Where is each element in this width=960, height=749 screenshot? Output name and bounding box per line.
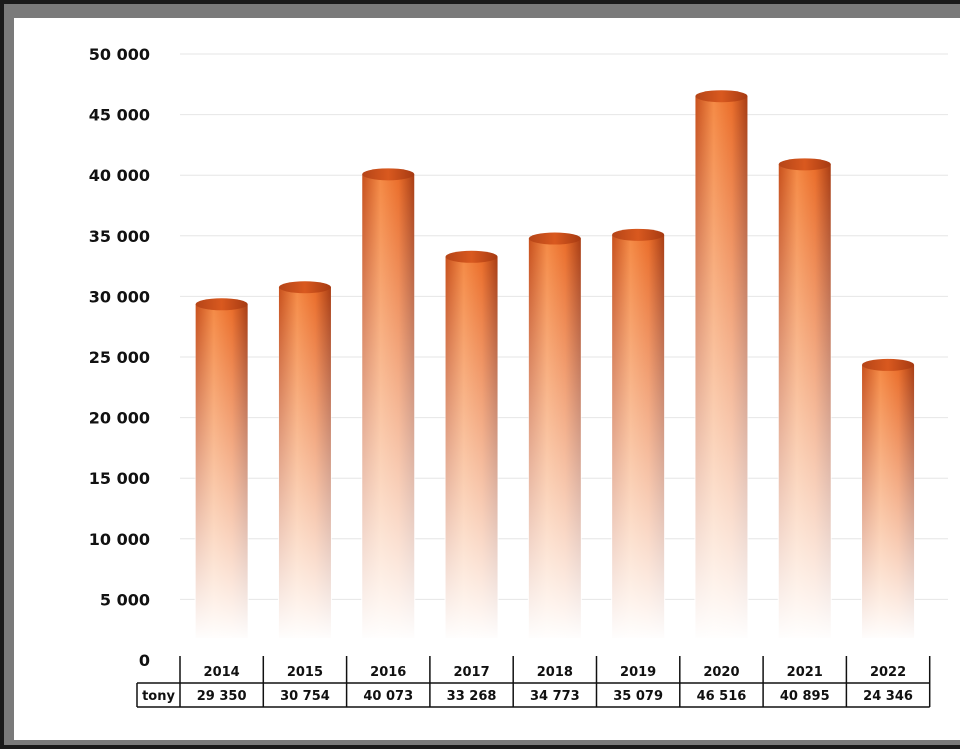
bar [611, 228, 666, 642]
table-row-label: tony [142, 689, 175, 704]
x-tick-label: 2020 [703, 665, 739, 680]
bar [777, 158, 832, 642]
y-tick-label: 40 000 [89, 166, 150, 185]
data-label: 30 754 [280, 689, 330, 704]
data-label: 24 346 [863, 689, 913, 704]
data-label: 40 073 [363, 689, 413, 704]
y-tick-label: 15 000 [89, 469, 150, 488]
data-label: 29 350 [197, 689, 247, 704]
x-tick-label: 2016 [370, 665, 406, 680]
data-label: 40 895 [780, 689, 830, 704]
bar [694, 90, 749, 643]
bar [194, 298, 249, 642]
x-tick-label: 2018 [537, 665, 573, 680]
y-tick-label: 25 000 [89, 348, 150, 367]
bar [361, 168, 416, 642]
y-tick-label: 5 000 [100, 590, 150, 609]
bar [527, 232, 582, 642]
bar [861, 358, 916, 642]
bar [444, 250, 499, 642]
data-label: 33 268 [447, 689, 497, 704]
data-label: 35 079 [613, 689, 663, 704]
x-tick-label: 2015 [287, 665, 323, 680]
y-tick-label: 45 000 [89, 106, 150, 125]
data-table: tony 2014 29 350 2015 30 754 2016 40 073 2017 33… [136, 656, 931, 708]
data-label: 46 516 [697, 689, 747, 704]
x-tick-label: 2017 [453, 665, 489, 680]
x-tick-label: 2019 [620, 665, 656, 680]
y-tick-label: 20 000 [89, 409, 150, 428]
bar [277, 281, 332, 642]
data-label: 34 773 [530, 689, 580, 704]
bars [194, 90, 916, 643]
x-tick-label: 2022 [870, 665, 906, 680]
y-tick-label: 30 000 [89, 287, 150, 306]
x-tick-label: 2014 [204, 665, 240, 680]
y-tick-label: 0 [139, 651, 150, 670]
y-tick-label: 10 000 [89, 530, 150, 549]
y-axis-ticks: 0 5 000 10 000 15 000 20 000 25 000 30 000 35 0… [89, 45, 150, 670]
y-tick-label: 50 000 [89, 45, 150, 64]
x-tick-label: 2021 [787, 665, 823, 680]
y-tick-label: 35 000 [89, 227, 150, 246]
